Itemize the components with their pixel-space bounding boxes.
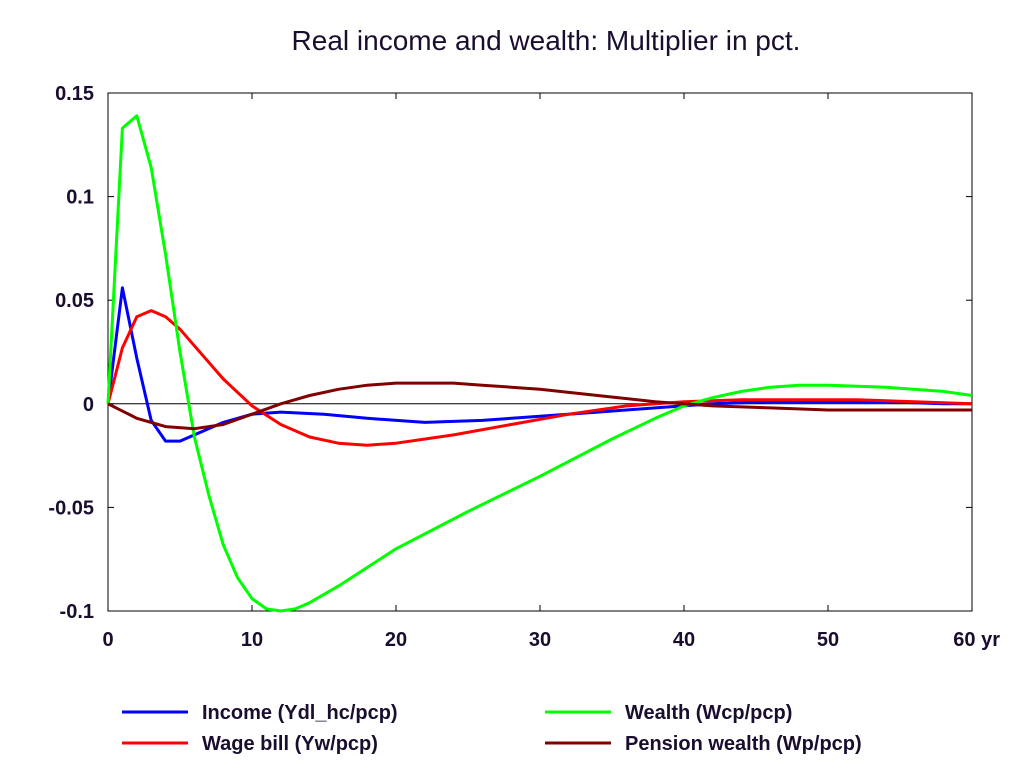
legend: Income (Ydl_hc/pcp) Wage bill (Yw/pcp) Wea… <box>122 702 862 755</box>
x-tick-label: 60 yr <box>953 629 1000 651</box>
legend-label-4: Pension wealth (Wp/pcp) <box>625 733 862 755</box>
axis-layer: 0.15 0.1 0.05 0 -0.05 -0.1 0 10 20 30 40 50 60 yr <box>48 83 1000 651</box>
series-line-2 <box>106 309 973 447</box>
chart-title: Real income and wealth: Multiplier in pc… <box>292 25 801 56</box>
series-line-4 <box>107 381 972 431</box>
series-line-3 <box>106 114 973 613</box>
x-tick-label: 10 <box>241 629 263 651</box>
y-tick-label: 0.15 <box>55 83 94 105</box>
x-tick-label: 20 <box>385 629 407 651</box>
legend-label-2: Wage bill (Yw/pcp) <box>202 733 378 755</box>
legend-label-3: Wealth (Wcp/pcp) <box>625 702 792 724</box>
y-tick-label: -0.1 <box>60 601 94 623</box>
y-tick-label: 0 <box>83 394 94 416</box>
legend-label-1: Income (Ydl_hc/pcp) <box>202 702 398 724</box>
series-layer <box>106 114 973 613</box>
y-tick-label: 0.05 <box>55 290 94 312</box>
y-tick-label: 0.1 <box>66 187 94 209</box>
plot-area <box>107 92 973 612</box>
x-tick-label: 50 <box>817 629 839 651</box>
y-tick-label: -0.05 <box>48 497 94 519</box>
series-line-1 <box>106 286 972 443</box>
x-tick-label: 40 <box>673 629 695 651</box>
x-tick-label: 30 <box>529 629 551 651</box>
x-tick-label: 0 <box>102 629 113 651</box>
